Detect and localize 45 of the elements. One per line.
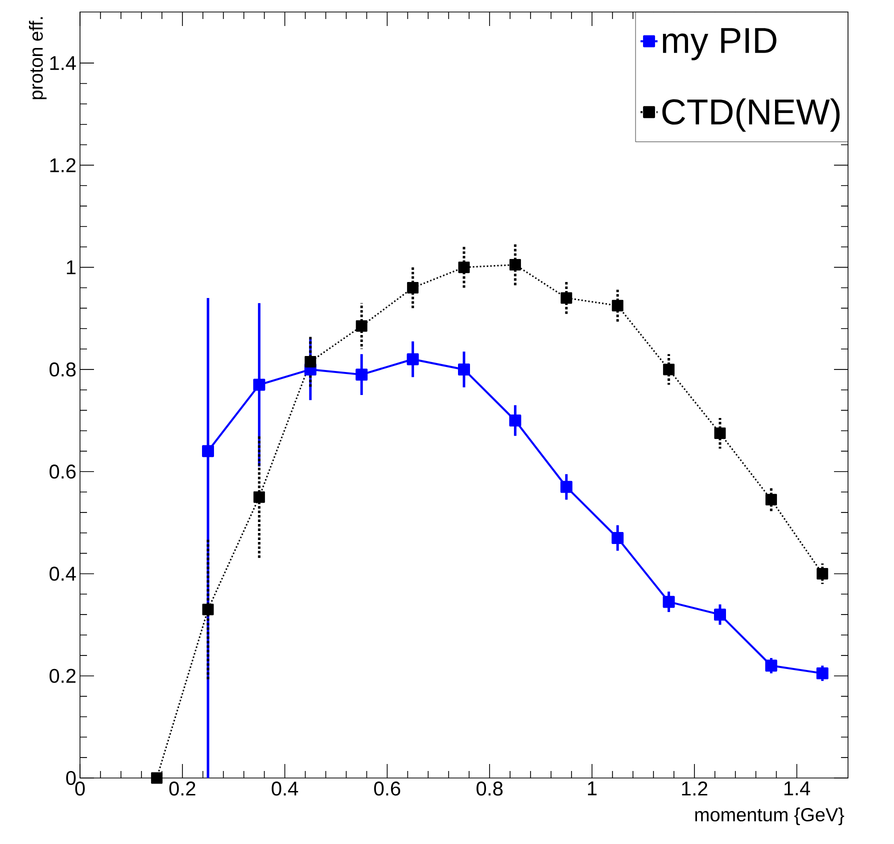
x-tick-label: 1.4 [784, 782, 810, 796]
point [202, 445, 214, 458]
x-tick-label: 0.6 [374, 782, 400, 796]
point [663, 364, 675, 376]
x-tick-label: 0.2 [169, 782, 196, 796]
y-tick-label: 1 [66, 260, 76, 274]
y-tick-label: 0.8 [50, 362, 76, 377]
y-tick-label: 0.4 [50, 566, 76, 581]
point [356, 368, 368, 381]
point [406, 353, 419, 366]
point [253, 491, 265, 503]
point [816, 568, 828, 580]
point [202, 604, 214, 616]
point [560, 480, 572, 493]
legend-label: my PID [662, 28, 776, 60]
x-tick-label: 0.8 [476, 782, 503, 796]
y-tick-label: 1.2 [50, 158, 76, 172]
x-axis-title: momentum {GeV} [695, 808, 844, 826]
point [714, 608, 726, 621]
y-tick-label: 0 [66, 770, 76, 786]
y-tick-label: 0.6 [50, 464, 76, 479]
y-axis-title: proton eff. [28, 17, 47, 100]
point [662, 596, 675, 608]
point [458, 363, 470, 376]
point [509, 414, 522, 427]
x-tick-label: 1 [588, 782, 597, 796]
point [612, 532, 624, 544]
point [765, 494, 777, 506]
point [714, 428, 726, 440]
x-tick-label: 0 [75, 782, 85, 796]
point [253, 378, 266, 391]
point [304, 356, 316, 368]
point [356, 320, 368, 332]
legend-label: CTD(NEW) [662, 98, 840, 132]
x-tick-label: 0.4 [272, 782, 298, 796]
y-tick-label: 1.4 [50, 56, 76, 70]
point [407, 282, 419, 294]
point [151, 772, 163, 784]
x-tick-label: 1.2 [682, 782, 708, 796]
point [509, 259, 521, 271]
point [458, 262, 470, 274]
y-tick-label: 0.2 [50, 668, 76, 683]
point [612, 300, 624, 312]
point [765, 660, 778, 672]
point [560, 292, 572, 304]
